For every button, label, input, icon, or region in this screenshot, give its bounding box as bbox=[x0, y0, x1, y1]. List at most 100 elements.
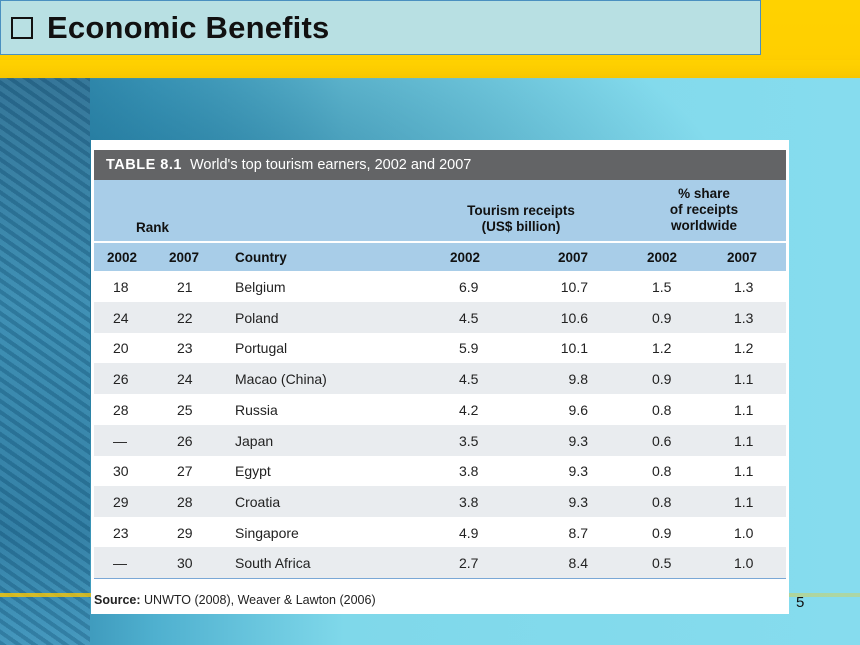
cell-share-2002: 0.5 bbox=[652, 555, 672, 572]
subheader-share-2007: 2007 bbox=[727, 250, 758, 265]
cell-share-2007: 1.3 bbox=[734, 309, 754, 326]
cell-receipts-2002: 4.2 bbox=[459, 401, 479, 418]
table-caption-text: World's top tourism earners, 2002 and 20… bbox=[189, 157, 472, 173]
cell-receipts-2007: 8.4 bbox=[568, 555, 588, 572]
cell-share-2002: 0.8 bbox=[652, 463, 672, 480]
cell-rank-2007: 23 bbox=[177, 340, 193, 357]
cell-rank-2007: 26 bbox=[177, 432, 193, 449]
page-number: 5 bbox=[796, 594, 805, 611]
cell-country: South Africa bbox=[235, 555, 311, 572]
table-header: Rank Tourism receipts (US$ billion) % sh… bbox=[94, 180, 786, 241]
cell-rank-2007: 28 bbox=[177, 493, 193, 510]
table-subheader: 2002 2007 Country 2002 2007 2002 2007 bbox=[94, 241, 786, 271]
cell-receipts-2002: 3.8 bbox=[459, 463, 479, 480]
slide-title: Economic Benefits bbox=[47, 9, 330, 45]
cell-share-2007: 1.1 bbox=[734, 432, 754, 449]
cell-share-2002: 0.9 bbox=[652, 524, 672, 541]
table-source: Source: UNWTO (2008), Weaver & Lawton (2… bbox=[94, 593, 376, 607]
cell-country: Macao (China) bbox=[235, 371, 327, 388]
subheader-receipts-2002: 2002 bbox=[450, 250, 481, 265]
header-receipts-line1: Tourism receipts bbox=[467, 203, 575, 218]
subheader-rank-2007: 2007 bbox=[169, 250, 200, 265]
cell-share-2007: 1.1 bbox=[734, 371, 754, 388]
header-share-line3: worldwide bbox=[670, 218, 737, 233]
subheader-share-2002: 2002 bbox=[647, 250, 678, 265]
checkbox-icon bbox=[11, 16, 33, 39]
cell-receipts-2002: 5.9 bbox=[459, 340, 479, 357]
cell-rank-2007: 21 bbox=[177, 279, 193, 295]
cell-share-2007: 1.1 bbox=[734, 493, 754, 510]
cell-country: Russia bbox=[235, 401, 278, 418]
table-row: 26 24 Macao (China) 4.5 9.8 0.9 1.1 bbox=[94, 363, 786, 395]
table-row: 28 25 Russia 4.2 9.6 0.8 1.1 bbox=[94, 394, 786, 425]
cell-rank-2007: 22 bbox=[177, 309, 193, 326]
cell-country: Egypt bbox=[235, 463, 271, 480]
cell-receipts-2007: 10.1 bbox=[560, 340, 588, 357]
background-beach-photo bbox=[0, 78, 90, 645]
table-row: 30 27 Egypt 3.8 9.3 0.8 1.1 bbox=[94, 455, 786, 486]
cell-receipts-2007: 9.3 bbox=[568, 493, 588, 510]
cell-rank-2002: — bbox=[113, 432, 127, 449]
table-row: — 30 South Africa 2.7 8.4 0.5 1.0 bbox=[94, 547, 786, 579]
cell-share-2002: 0.9 bbox=[652, 309, 672, 326]
cell-share-2002: 0.8 bbox=[652, 401, 672, 418]
cell-share-2002: 0.9 bbox=[652, 371, 672, 388]
subheader-receipts-2007: 2007 bbox=[558, 250, 589, 265]
cell-share-2007: 1.0 bbox=[734, 555, 754, 572]
cell-receipts-2007: 8.7 bbox=[568, 524, 588, 541]
cell-country: Belgium bbox=[235, 279, 286, 295]
table-figure: TABLE 8.1 World's top tourism earners, 2… bbox=[91, 140, 789, 614]
cell-rank-2002: 24 bbox=[113, 309, 129, 326]
table-row: 24 22 Poland 4.5 10.6 0.9 1.3 bbox=[94, 301, 786, 333]
cell-receipts-2002: 4.5 bbox=[459, 371, 479, 388]
cell-receipts-2007: 10.6 bbox=[560, 309, 588, 326]
cell-receipts-2007: 9.8 bbox=[568, 371, 588, 388]
cell-rank-2007: 29 bbox=[177, 524, 193, 541]
table-caption-label: TABLE 8.1 bbox=[106, 157, 182, 173]
cell-receipts-2007: 9.6 bbox=[568, 401, 588, 418]
cell-country: Portugal bbox=[235, 340, 288, 357]
cell-country: Croatia bbox=[235, 493, 281, 510]
header-share-line2: of receipts bbox=[669, 202, 739, 217]
cell-rank-2002: — bbox=[113, 555, 127, 572]
cell-share-2007: 1.3 bbox=[734, 279, 754, 295]
header-band-fade bbox=[0, 60, 860, 80]
table-row: — 26 Japan 3.5 9.3 0.6 1.1 bbox=[94, 424, 786, 456]
header-receipts-line2: (US$ billion) bbox=[481, 219, 561, 234]
cell-rank-2007: 30 bbox=[177, 555, 193, 572]
cell-rank-2007: 25 bbox=[177, 401, 193, 418]
cell-receipts-2007: 10.7 bbox=[560, 279, 588, 295]
cell-rank-2007: 24 bbox=[177, 371, 193, 388]
table-bottom-rule bbox=[94, 578, 786, 579]
table-row: 29 28 Croatia 3.8 9.3 0.8 1.1 bbox=[94, 485, 786, 517]
cell-share-2007: 1.0 bbox=[734, 524, 754, 541]
table-row: 20 23 Portugal 5.9 10.1 1.2 1.2 bbox=[94, 332, 786, 363]
cell-share-2002: 0.8 bbox=[652, 493, 672, 510]
cell-receipts-2002: 6.9 bbox=[459, 279, 479, 295]
header-rank: Rank bbox=[136, 220, 170, 235]
cell-share-2002: 0.6 bbox=[652, 432, 672, 449]
cell-rank-2002: 20 bbox=[113, 340, 129, 357]
cell-country: Singapore bbox=[235, 524, 299, 541]
source-text: UNWTO (2008), Weaver & Lawton (2006) bbox=[144, 593, 376, 607]
header-share-line1: % share bbox=[678, 186, 730, 201]
cell-receipts-2002: 2.7 bbox=[459, 555, 479, 572]
cell-rank-2002: 30 bbox=[113, 463, 129, 480]
cell-share-2007: 1.2 bbox=[734, 340, 754, 357]
source-label: Source: bbox=[94, 593, 141, 607]
table-row: 18 21 Belgium 6.9 10.7 1.5 1.3 bbox=[94, 271, 786, 302]
cell-share-2007: 1.1 bbox=[734, 463, 754, 480]
cell-receipts-2002: 4.5 bbox=[459, 309, 479, 326]
cell-share-2002: 1.2 bbox=[652, 340, 672, 357]
cell-receipts-2007: 9.3 bbox=[568, 432, 588, 449]
cell-receipts-2002: 3.8 bbox=[459, 493, 479, 510]
cell-share-2007: 1.1 bbox=[734, 401, 754, 418]
cell-rank-2007: 27 bbox=[177, 463, 193, 480]
cell-rank-2002: 18 bbox=[113, 279, 129, 295]
title-box: Economic Benefits bbox=[0, 0, 761, 55]
cell-country: Japan bbox=[235, 432, 274, 449]
cell-country: Poland bbox=[235, 309, 279, 326]
cell-rank-2002: 23 bbox=[113, 524, 129, 541]
cell-share-2002: 1.5 bbox=[652, 279, 672, 295]
cell-receipts-2002: 3.5 bbox=[459, 432, 479, 449]
